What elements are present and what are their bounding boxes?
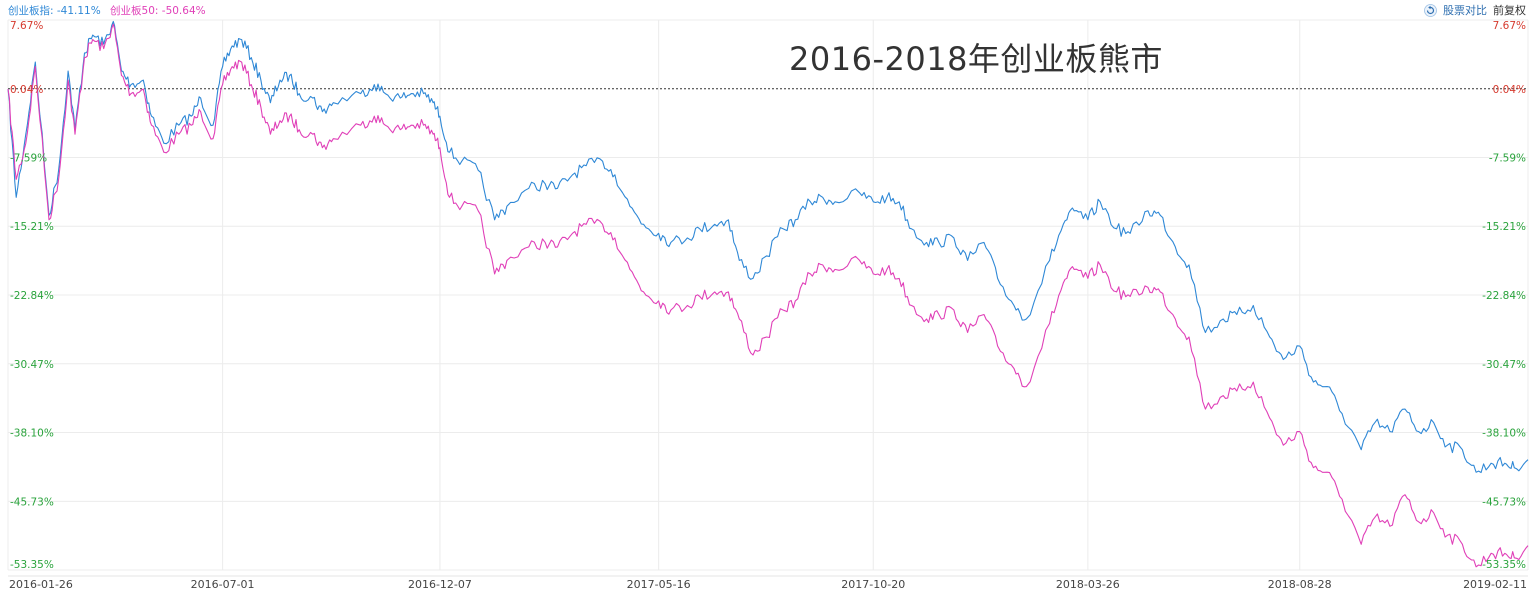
y-tick-label-left: -30.47% xyxy=(10,359,54,371)
legend-series-1: 创业板指: -41.11% xyxy=(8,5,101,17)
x-tick-label: 2016-01-26 xyxy=(9,578,73,591)
x-tick-label: 2019-02-11 xyxy=(1463,578,1527,591)
series-layer xyxy=(7,20,1529,568)
chart-toolbar: 股票对比 前复权 xyxy=(1424,2,1526,18)
grid-layer xyxy=(7,19,1529,577)
y-tick-label-left: 0.04% xyxy=(10,84,43,96)
y-tick-label-left: 7.67% xyxy=(10,20,43,32)
y-tick-label-left: -22.84% xyxy=(10,290,54,302)
legend-series-2: 创业板50: -50.64% xyxy=(110,5,206,17)
x-axis-labels: 2016-01-26 2016-07-01 2016-12-07 2017-05-16… xyxy=(9,578,1527,591)
legend: 创业板指: -41.11% 创业板50: -50.64% xyxy=(8,3,212,18)
chart-title: 2016-2018年创业板熊市 xyxy=(789,40,1163,78)
y-tick-label-right: -53.35% xyxy=(1482,559,1526,571)
y-tick-label-right: 0.04% xyxy=(1493,84,1526,96)
y-tick-label-left: -38.10% xyxy=(10,428,54,440)
y-tick-label-left: -45.73% xyxy=(10,496,54,508)
price-adjust-button[interactable]: 前复权 xyxy=(1493,4,1526,17)
y-tick-label-right: -22.84% xyxy=(1482,290,1526,302)
x-tick-label: 2017-10-20 xyxy=(841,578,905,591)
y-tick-label-right: -7.59% xyxy=(1489,153,1526,165)
y-tick-label-right: -38.10% xyxy=(1482,428,1526,440)
x-tick-label: 2018-08-28 xyxy=(1268,578,1332,591)
stock-compare-button[interactable]: 股票对比 xyxy=(1443,4,1487,17)
y-tick-label-left: -53.35% xyxy=(10,559,54,571)
y-tick-label-left: -7.59% xyxy=(10,153,47,165)
y-tick-label-right: -30.47% xyxy=(1482,359,1526,371)
x-tick-label: 2018-03-26 xyxy=(1056,578,1120,591)
y-tick-label-right: -15.21% xyxy=(1482,221,1526,233)
y-tick-label-right: 7.67% xyxy=(1493,20,1526,32)
series-line-chinext-50 xyxy=(7,23,1529,568)
series-line-chinext-index xyxy=(7,20,1529,474)
x-tick-label: 2016-12-07 xyxy=(408,578,472,591)
y-axis-labels: 7.67% 7.67% 0.04% 0.04% -7.59% -7.59% -15.21% -… xyxy=(10,20,1526,571)
x-tick-label: 2017-05-16 xyxy=(627,578,691,591)
y-tick-label-left: -15.21% xyxy=(10,221,54,233)
y-tick-label-right: -45.73% xyxy=(1482,496,1526,508)
x-tick-label: 2016-07-01 xyxy=(191,578,255,591)
reset-icon[interactable] xyxy=(1424,3,1437,17)
